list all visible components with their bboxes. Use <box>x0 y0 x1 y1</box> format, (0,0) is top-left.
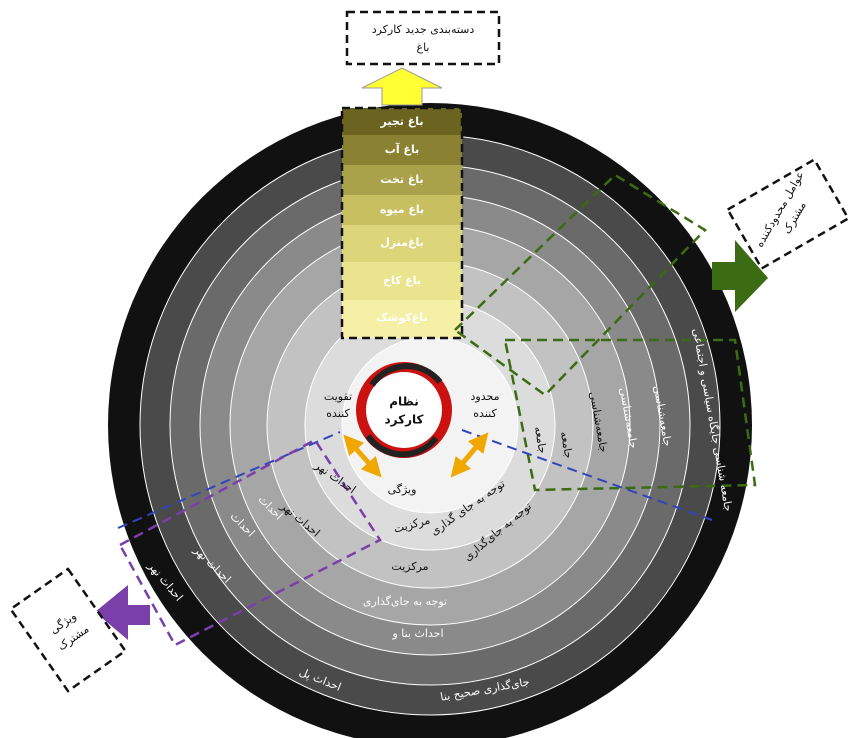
purple-overlay <box>118 438 382 647</box>
left-box <box>8 567 128 693</box>
garden-label: باغ‌کوشک <box>376 311 427 324</box>
top-box-text: دسته‌بندی جدید کارکرد <box>372 23 475 36</box>
cycle <box>343 362 489 478</box>
ring-label: جامعه <box>532 425 550 454</box>
center-right: محدود <box>471 390 500 403</box>
center-left: کننده <box>326 407 350 420</box>
left-arrow <box>95 585 150 640</box>
garden-label: باغ آب <box>385 142 419 156</box>
blue-lines <box>117 429 713 529</box>
garden-label: باغ‌منزل <box>380 236 423 249</box>
center-title: کارکرد <box>385 413 424 427</box>
ring-label: توجه به جای‌گذاری <box>363 595 447 608</box>
garden-label: باغ تجیر <box>380 115 424 128</box>
garden-column <box>340 106 464 340</box>
right-box <box>725 157 851 271</box>
center-left: تقویت <box>324 390 352 403</box>
up-arrow <box>361 67 443 106</box>
garden-label: باغ تخت <box>380 173 423 186</box>
green-overlay <box>453 173 757 492</box>
center-right: کننده <box>473 407 497 420</box>
ring-label: احداث بنا و <box>391 627 443 640</box>
top-box <box>345 10 501 66</box>
garden-label: باغ میوه <box>380 203 424 216</box>
ring-label: جامعه <box>558 430 576 459</box>
center-bottom: ویژگی <box>388 483 417 496</box>
right-arrow <box>712 240 768 312</box>
garden-label: باغ کاخ <box>383 274 421 287</box>
ring-label: مرکزیت <box>391 560 428 573</box>
top-box-text: باغ <box>417 41 430 54</box>
center-title: نظام <box>389 395 419 410</box>
